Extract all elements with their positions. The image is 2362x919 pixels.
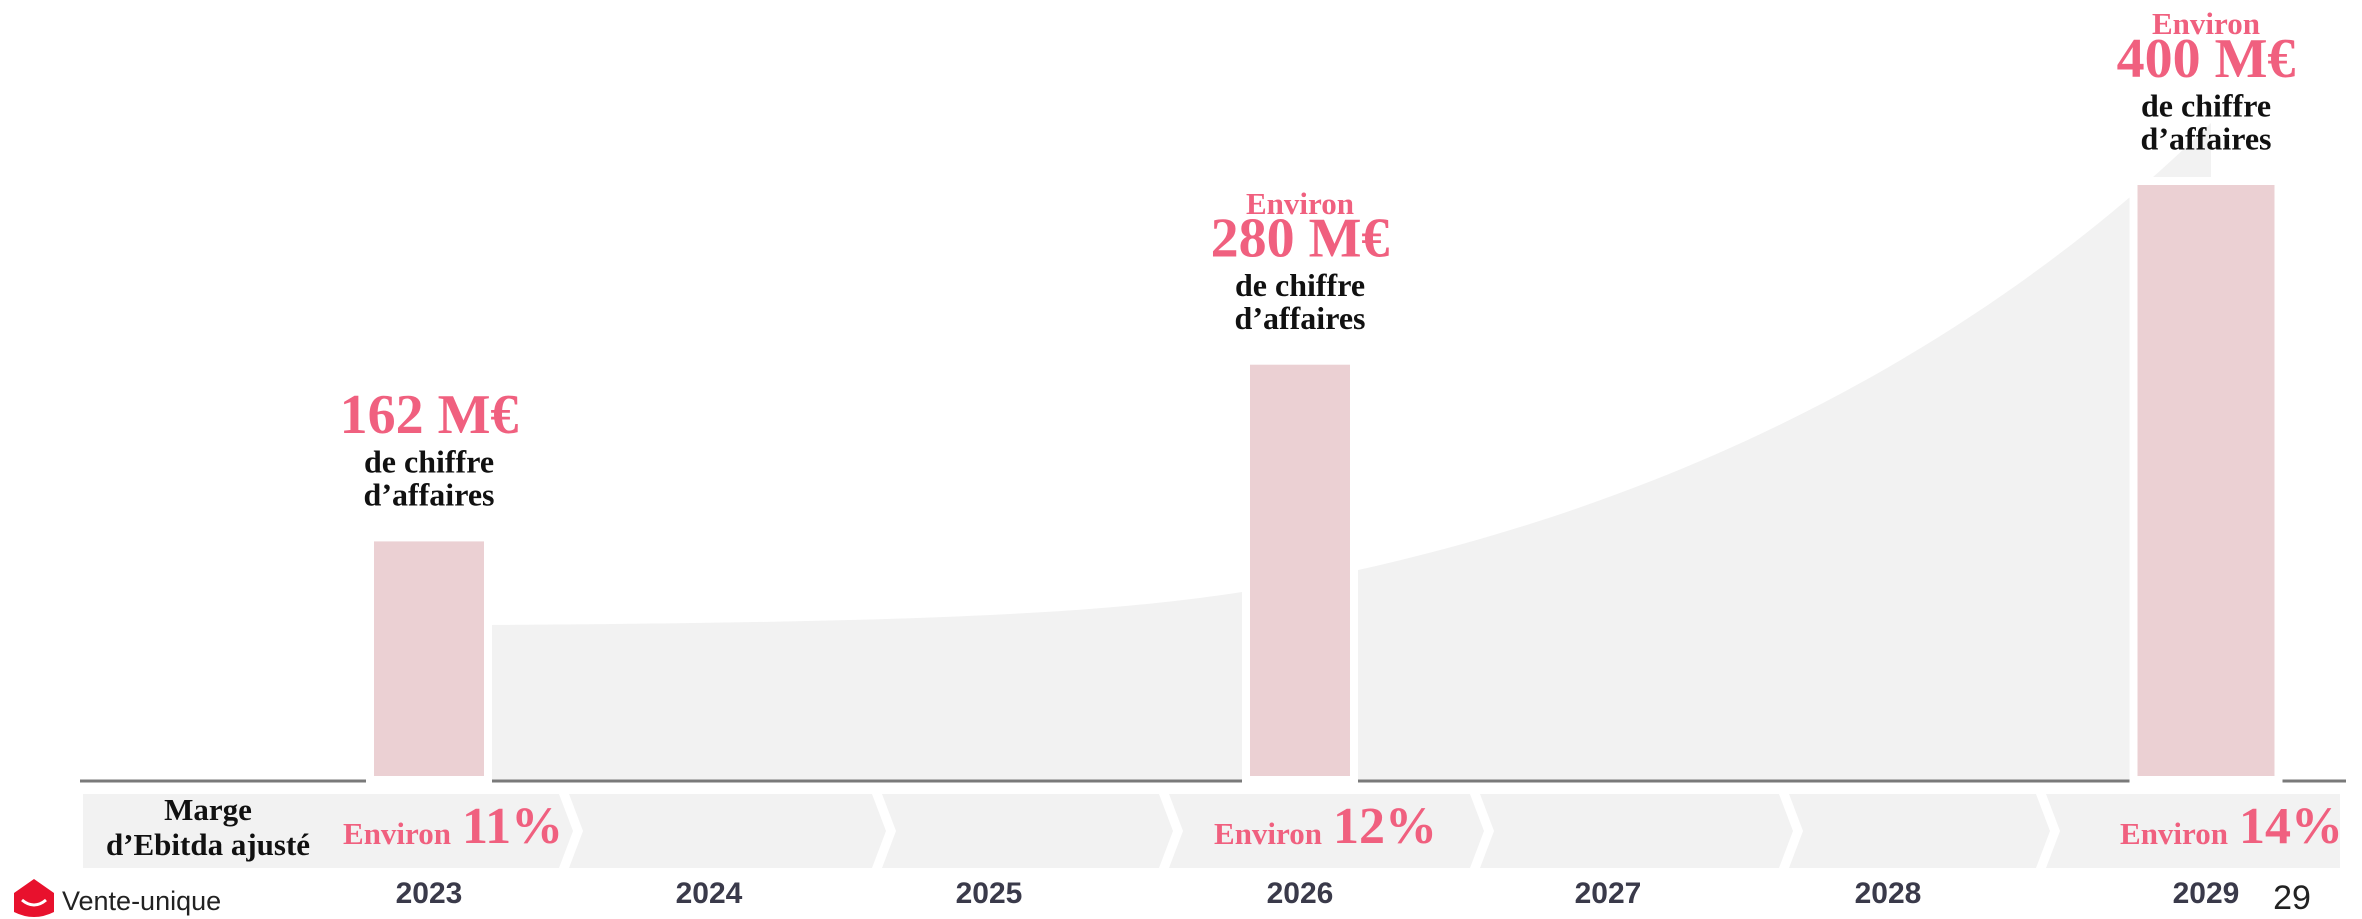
value-label: 280 M€ bbox=[1211, 208, 1390, 270]
margin-label: 14% bbox=[2239, 798, 2343, 855]
value-prefix: Environ bbox=[1246, 186, 1354, 221]
page-number: 29 bbox=[2273, 879, 2311, 917]
timeline-segment bbox=[1169, 794, 1484, 868]
timeline-segment bbox=[1789, 794, 2050, 868]
timeline-segment bbox=[2046, 794, 2340, 868]
margin-prefix: Environ bbox=[343, 816, 451, 851]
margin-prefix: Environ bbox=[1214, 816, 1322, 851]
value-caption: d’affaires bbox=[2141, 120, 2272, 156]
growth-area bbox=[490, 123, 2211, 780]
value-caption: de chiffre bbox=[364, 444, 494, 480]
value-label: 400 M€ bbox=[2117, 28, 2296, 90]
logo-text: Vente-unique bbox=[62, 886, 221, 916]
value-caption: d’affaires bbox=[364, 477, 495, 513]
value-caption: de chiffre bbox=[2141, 87, 2271, 123]
logo-smile bbox=[21, 898, 47, 907]
x-tick-label: 2026 bbox=[1267, 877, 1334, 910]
bar bbox=[366, 533, 492, 785]
bar bbox=[1242, 356, 1358, 784]
x-tick-label: 2023 bbox=[396, 877, 463, 910]
timeline-band bbox=[83, 794, 2340, 868]
margin-label: 12% bbox=[1333, 798, 1437, 855]
bar bbox=[2129, 177, 2283, 784]
x-tick-label: 2027 bbox=[1575, 877, 1642, 910]
timeline-segment bbox=[1480, 794, 1793, 868]
margin-title: Marge bbox=[164, 792, 252, 827]
timeline-segment bbox=[882, 794, 1173, 868]
timeline-segment bbox=[83, 794, 573, 868]
x-tick-label: 2024 bbox=[676, 877, 743, 910]
value-caption: de chiffre bbox=[1235, 267, 1365, 303]
x-tick-label: 2028 bbox=[1855, 877, 1922, 910]
logo-icon bbox=[14, 879, 54, 917]
margin-label: 11% bbox=[462, 798, 563, 855]
x-tick-label: 2025 bbox=[956, 877, 1023, 910]
timeline-segment bbox=[569, 794, 886, 868]
value-caption: d’affaires bbox=[1235, 300, 1366, 336]
margin-prefix: Environ bbox=[2120, 816, 2228, 851]
value-label: 162 M€ bbox=[340, 384, 519, 446]
value-prefix: Environ bbox=[2152, 6, 2260, 41]
x-tick-label: 2029 bbox=[2173, 877, 2240, 910]
margin-title: d’Ebitda ajusté bbox=[106, 827, 310, 862]
